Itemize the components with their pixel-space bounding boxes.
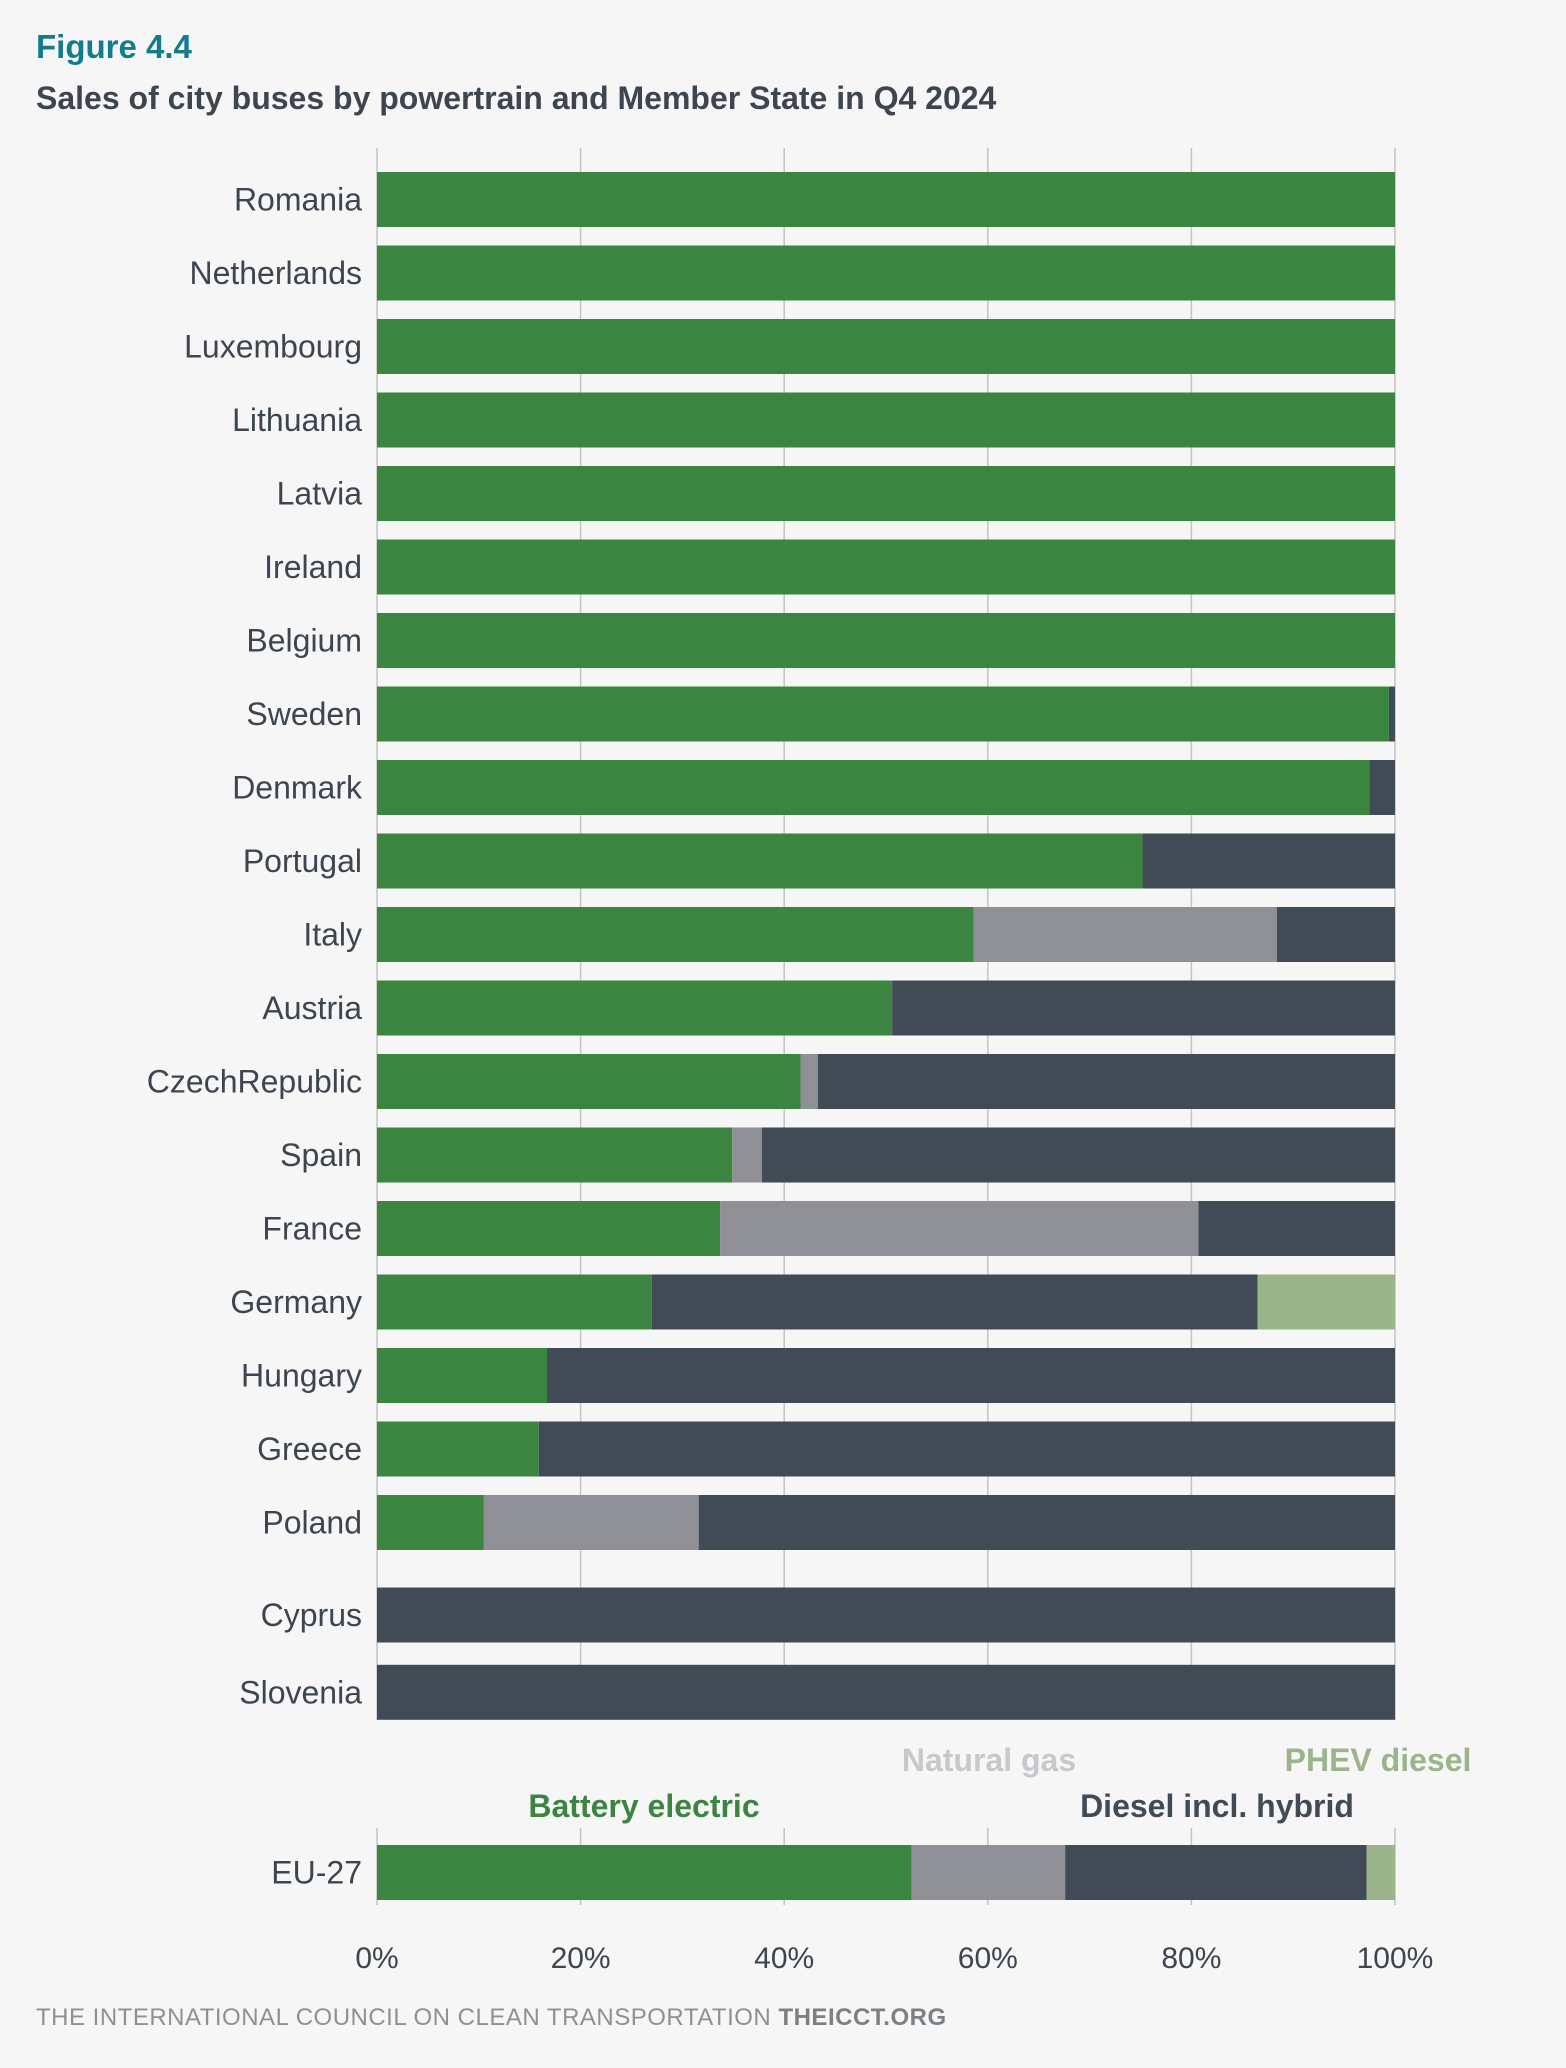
footer-org: THE INTERNATIONAL COUNCIL ON CLEAN TRANS… [36,2004,772,2031]
category-label: Latvia [277,476,363,512]
tick-label-40: 40% [754,1942,814,1975]
footer: THE INTERNATIONAL COUNCIL ON CLEAN TRANS… [36,2004,947,2032]
bar-poland-diesel-incl-hybrid [698,1495,1395,1550]
bar-spain-natural-gas [732,1127,762,1183]
category-label: CzechRepublic [147,1064,362,1100]
bar-lithuania-battery-electric [377,392,1395,448]
category-label: Portugal [243,843,362,879]
bar-france-natural-gas [720,1201,1199,1256]
bar-italy-natural-gas [973,907,1277,962]
legend-diesel-incl-hybrid: Diesel incl. hybrid [1080,1788,1354,1824]
bar-greece-battery-electric [377,1421,539,1477]
category-label: Ireland [264,549,362,585]
footer-site: THEICCT.ORG [778,2004,947,2031]
bar-czechrepublic-diesel-incl-hybrid [817,1054,1395,1109]
bar-latvia-battery-electric [377,466,1395,521]
category-label: Hungary [241,1358,362,1394]
bar-germany-phev-diesel [1257,1274,1395,1330]
bar-italy-diesel-incl-hybrid [1276,907,1395,962]
bar-germany-battery-electric [377,1274,652,1330]
category-label: Denmark [232,770,363,806]
tick-label-20: 20% [551,1942,611,1975]
bar-spain-diesel-incl-hybrid [761,1127,1395,1183]
bar-sweden-battery-electric [377,686,1389,742]
category-label: Poland [262,1505,362,1541]
tick-label-80: 80% [1161,1942,1221,1975]
bar-czechrepublic-natural-gas [800,1054,818,1109]
tick-label-60: 60% [958,1942,1018,1975]
legend-natural-gas: Natural gas [902,1742,1076,1778]
bar-czechrepublic-battery-electric [377,1054,801,1109]
category-label: Netherlands [189,255,362,291]
bar-netherlands-battery-electric [377,245,1395,301]
bar-italy-battery-electric [377,907,974,962]
bar-eu-27-diesel-incl-hybrid [1065,1845,1367,1900]
bar-poland-battery-electric [377,1495,484,1550]
bar-ireland-battery-electric [377,539,1395,595]
category-label: Slovenia [239,1674,362,1710]
bar-cyprus-diesel-incl-hybrid [377,1587,1395,1643]
bar-slovenia-diesel-incl-hybrid [377,1664,1395,1720]
category-label: Luxembourg [184,329,362,365]
bars [377,172,1395,1900]
bar-sweden-diesel-incl-hybrid [1388,686,1395,742]
bar-austria-diesel-incl-hybrid [892,980,1395,1036]
bar-france-battery-electric [377,1201,721,1256]
x-axis-ticks: 0% 20% 40% 60% 80% 100% [355,1942,1433,1975]
tick-label-100: 100% [1357,1942,1434,1975]
bar-france-diesel-incl-hybrid [1198,1201,1395,1256]
bar-eu-27-battery-electric [377,1845,912,1900]
category-label: Greece [257,1431,362,1467]
category-label: France [262,1211,362,1247]
category-label: Cyprus [261,1597,362,1633]
bar-denmark-battery-electric [377,760,1370,815]
bar-poland-natural-gas [483,1495,699,1550]
bar-hungary-battery-electric [377,1348,548,1403]
figure-label: Figure 4.4 [36,28,192,65]
category-label: Italy [303,917,362,953]
bar-greece-diesel-incl-hybrid [538,1421,1395,1477]
tick-label-0: 0% [355,1942,398,1975]
bar-germany-diesel-incl-hybrid [651,1274,1258,1330]
bar-spain-battery-electric [377,1127,733,1183]
category-label: Germany [230,1284,362,1320]
legend-battery-electric: Battery electric [528,1788,759,1824]
bar-eu-27-phev-diesel [1366,1845,1395,1900]
category-label: Belgium [246,623,362,659]
bar-denmark-diesel-incl-hybrid [1369,760,1395,815]
bar-eu-27-natural-gas [911,1845,1066,1900]
bar-romania-battery-electric [377,172,1395,227]
legend-phev-diesel: PHEV diesel [1285,1742,1472,1778]
category-label: Sweden [246,696,362,732]
category-labels: Romania Netherlands Luxembourg Lithuania Lat… [147,182,363,1891]
category-label: Lithuania [232,402,362,438]
bar-hungary-diesel-incl-hybrid [547,1348,1395,1403]
bar-portugal-diesel-incl-hybrid [1142,833,1395,889]
category-label: Austria [262,990,362,1026]
bar-belgium-battery-electric [377,613,1395,668]
bar-portugal-battery-electric [377,833,1143,889]
bar-luxembourg-battery-electric [377,319,1395,374]
category-label: Romania [234,182,362,218]
category-label: Spain [280,1137,362,1173]
bar-austria-battery-electric [377,980,893,1036]
category-label: EU-27 [271,1855,362,1891]
chart-title: Sales of city buses by powertrain and Me… [36,80,997,116]
